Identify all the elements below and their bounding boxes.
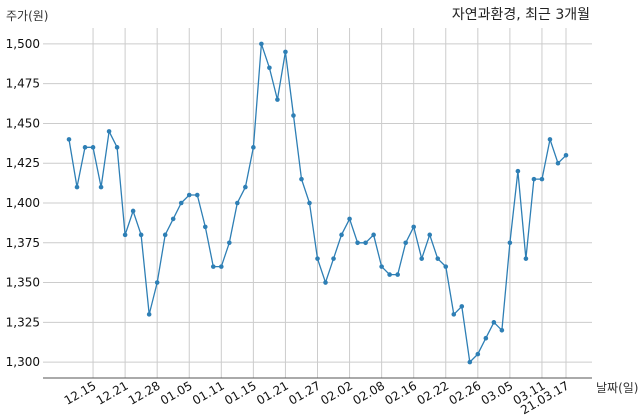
data-point (146, 312, 152, 317)
y-tick-label: 1,450 (6, 116, 40, 130)
data-point (243, 184, 248, 190)
data-point (235, 200, 240, 206)
data-point (202, 224, 208, 230)
x-tick-label: 12.15 (62, 378, 99, 407)
chart-title: 자연과환경, 최근 3개월 (452, 7, 590, 23)
y-tick-label: 1,375 (6, 236, 40, 250)
x-tick-label: 02.08 (350, 378, 387, 407)
data-point (483, 335, 489, 341)
data-point (299, 176, 304, 182)
data-point (82, 145, 88, 150)
data-point (395, 272, 400, 277)
data-point (411, 224, 416, 230)
y-tick-label: 1,400 (6, 196, 40, 210)
data-point (291, 113, 296, 118)
data-point (154, 280, 160, 285)
data-point (162, 232, 168, 238)
data-point (371, 232, 376, 238)
y-axis-label: 주가(원) (6, 9, 48, 23)
data-point (547, 137, 553, 142)
x-tick-label: 01.21 (254, 378, 291, 407)
x-tick-label: 12.28 (126, 378, 163, 407)
data-point (210, 264, 216, 269)
data-point (170, 216, 176, 222)
data-point (275, 97, 280, 102)
x-tick-labels: 12.1512.2112.2801.0501.1101.1501.2101.27… (62, 378, 572, 417)
data-point (219, 264, 224, 269)
data-point (194, 192, 200, 198)
data-point (531, 176, 537, 182)
data-point (138, 232, 144, 238)
x-tick-label: 01.11 (190, 378, 227, 407)
data-point (451, 312, 457, 317)
data-point (339, 232, 344, 238)
data-point (315, 256, 320, 261)
y-tick-label: 1,425 (6, 156, 40, 170)
y-tick-label: 1,325 (6, 315, 40, 329)
x-tick-label: 03.05 (479, 378, 516, 407)
x-axis-label: 날짜(일) (596, 381, 638, 395)
data-point (363, 240, 368, 246)
y-tick-labels: 1,300 1,325 1,350 1,375 1,400 1,425 1,450 1,475… (6, 37, 40, 369)
data-point (523, 256, 529, 261)
data-point (267, 65, 272, 71)
y-tick-label: 1,300 (6, 355, 40, 369)
x-tick-label: 01.05 (158, 378, 195, 407)
data-point (499, 327, 505, 333)
data-point (491, 320, 497, 325)
x-tick-label: 01.15 (222, 378, 259, 407)
y-tick-label: 1,475 (6, 77, 40, 91)
data-point (98, 184, 104, 190)
data-point (347, 216, 352, 222)
data-point (419, 256, 425, 261)
data-point (106, 129, 112, 134)
x-tick-label: 02.26 (447, 378, 484, 407)
data-point (387, 272, 392, 277)
data-point (114, 145, 120, 150)
x-tick-label: 01.27 (286, 378, 323, 407)
y-tick-label: 1,500 (6, 37, 40, 51)
data-point (259, 41, 264, 47)
data-point (307, 200, 312, 206)
data-point (331, 256, 336, 261)
data-point (459, 304, 465, 309)
data-point (443, 264, 449, 269)
price-series (66, 41, 569, 365)
data-point (227, 240, 232, 246)
data-point (539, 176, 545, 182)
x-tick-label: 02.16 (382, 378, 419, 407)
data-point (186, 192, 192, 198)
data-point (379, 264, 384, 269)
data-point (66, 137, 72, 142)
data-point (122, 232, 128, 238)
grid-lines (43, 28, 592, 378)
x-tick-label: 12.21 (94, 378, 131, 407)
y-tick-label: 1,350 (6, 276, 40, 290)
data-point (355, 240, 360, 246)
x-tick-label: 02.22 (415, 378, 452, 407)
data-point (515, 168, 521, 174)
data-point (323, 280, 328, 285)
data-point (90, 145, 96, 150)
data-point (130, 208, 136, 214)
data-point (467, 359, 473, 365)
data-point (563, 152, 569, 158)
data-point (251, 145, 256, 150)
data-point (435, 256, 441, 261)
data-point (178, 200, 184, 206)
data-point (555, 160, 561, 166)
data-point (283, 49, 288, 55)
data-point (507, 240, 513, 246)
data-point (427, 232, 433, 238)
data-point (403, 240, 408, 246)
x-tick-label: 02.02 (318, 378, 355, 407)
data-point (475, 351, 481, 357)
data-point (74, 184, 80, 190)
